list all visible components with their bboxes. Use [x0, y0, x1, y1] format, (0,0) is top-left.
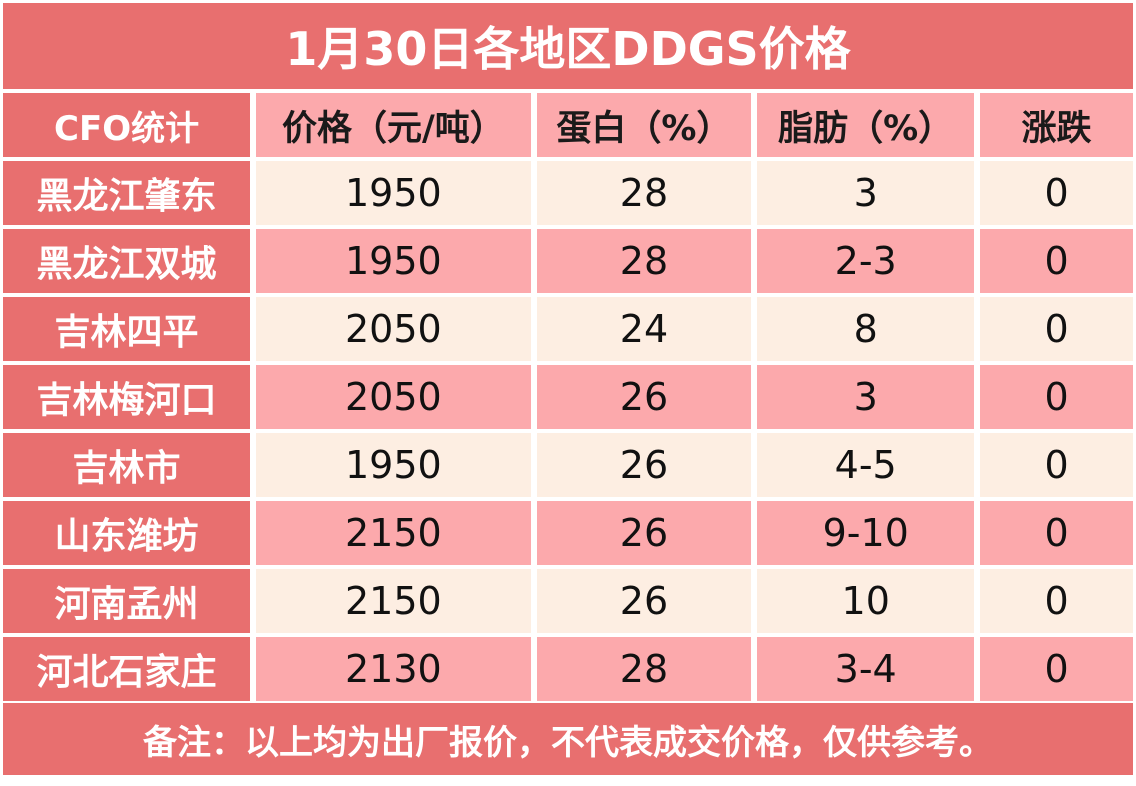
- footer-note: 备注：以上均为出厂报价，不代表成交价格，仅供参考。: [3, 703, 1133, 775]
- change-cell: 0: [980, 569, 1133, 637]
- price-table: CFO统计 价格（元/吨） 蛋白（%） 脂肪（%） 涨跌 黑龙江肇东 1950 …: [3, 93, 1133, 705]
- fat-cell: 3-4: [757, 637, 981, 705]
- table-row: 河南孟州 2150 26 10 0: [3, 569, 1133, 637]
- protein-cell: 24: [536, 297, 758, 365]
- column-header-region: CFO统计: [3, 93, 257, 161]
- price-cell: 2150: [256, 501, 537, 569]
- price-cell: 1950: [256, 433, 537, 501]
- region-cell: 河南孟州: [3, 569, 257, 637]
- table-row: 黑龙江肇东 1950 28 3 0: [3, 161, 1133, 229]
- table-row: 吉林四平 2050 24 8 0: [3, 297, 1133, 365]
- protein-cell: 28: [536, 229, 758, 297]
- column-header-protein: 蛋白（%）: [536, 93, 758, 161]
- region-cell: 吉林四平: [3, 297, 257, 365]
- fat-cell: 3: [757, 161, 981, 229]
- change-cell: 0: [980, 161, 1133, 229]
- protein-cell: 26: [536, 433, 758, 501]
- change-cell: 0: [980, 297, 1133, 365]
- change-cell: 0: [980, 433, 1133, 501]
- page-title: 1月30日各地区DDGS价格: [3, 3, 1133, 89]
- region-cell: 河北石家庄: [3, 637, 257, 705]
- region-cell: 黑龙江双城: [3, 229, 257, 297]
- change-cell: 0: [980, 365, 1133, 433]
- fat-cell: 9-10: [757, 501, 981, 569]
- region-cell: 黑龙江肇东: [3, 161, 257, 229]
- table-row: 河北石家庄 2130 28 3-4 0: [3, 637, 1133, 705]
- fat-cell: 4-5: [757, 433, 981, 501]
- price-cell: 2150: [256, 569, 537, 637]
- table-header-row: CFO统计 价格（元/吨） 蛋白（%） 脂肪（%） 涨跌: [3, 93, 1133, 161]
- change-cell: 0: [980, 229, 1133, 297]
- fat-cell: 10: [757, 569, 981, 637]
- table-row: 吉林市 1950 26 4-5 0: [3, 433, 1133, 501]
- fat-cell: 2-3: [757, 229, 981, 297]
- column-header-fat: 脂肪（%）: [757, 93, 981, 161]
- fat-cell: 3: [757, 365, 981, 433]
- protein-cell: 26: [536, 569, 758, 637]
- table-row: 黑龙江双城 1950 28 2-3 0: [3, 229, 1133, 297]
- price-cell: 2130: [256, 637, 537, 705]
- region-cell: 吉林梅河口: [3, 365, 257, 433]
- change-cell: 0: [980, 501, 1133, 569]
- price-cell: 2050: [256, 365, 537, 433]
- protein-cell: 26: [536, 501, 758, 569]
- protein-cell: 26: [536, 365, 758, 433]
- region-cell: 山东潍坊: [3, 501, 257, 569]
- price-cell: 2050: [256, 297, 537, 365]
- region-cell: 吉林市: [3, 433, 257, 501]
- fat-cell: 8: [757, 297, 981, 365]
- table-row: 吉林梅河口 2050 26 3 0: [3, 365, 1133, 433]
- table-row: 山东潍坊 2150 26 9-10 0: [3, 501, 1133, 569]
- column-header-change: 涨跌: [980, 93, 1133, 161]
- price-cell: 1950: [256, 229, 537, 297]
- change-cell: 0: [980, 637, 1133, 705]
- column-header-price: 价格（元/吨）: [256, 93, 537, 161]
- protein-cell: 28: [536, 637, 758, 705]
- protein-cell: 28: [536, 161, 758, 229]
- price-cell: 1950: [256, 161, 537, 229]
